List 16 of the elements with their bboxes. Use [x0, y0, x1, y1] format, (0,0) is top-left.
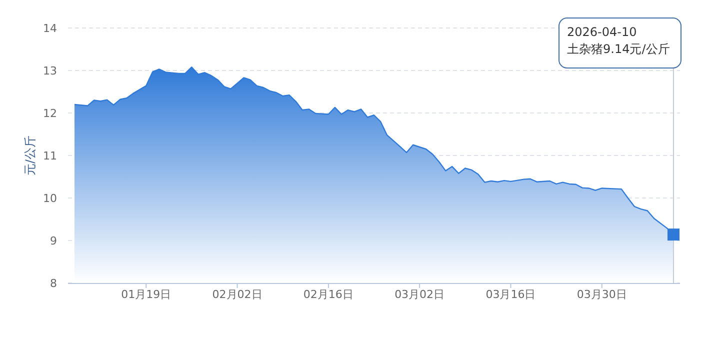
y-tick-label: 11 [43, 150, 57, 162]
y-tick-label: 10 [43, 192, 57, 205]
x-tick-label: 03月30日 [576, 288, 627, 301]
x-tick-label: 03月16日 [486, 288, 536, 301]
annotation: 2026-04-10 [567, 25, 637, 39]
y-tick-label: 8 [50, 277, 57, 290]
y-axis-title: 元/公斤 [23, 135, 37, 176]
annotation: 土杂猪9.14元/公斤 [567, 42, 670, 56]
x-tick-label: 02月02日 [212, 288, 262, 301]
x-tick-label: 03月02日 [394, 288, 445, 301]
x-tick-label: 01月19日 [121, 288, 172, 301]
y-tick-label: 9 [50, 234, 57, 248]
y-tick-label: 12 [43, 107, 57, 120]
y-tick-label: 13 [43, 64, 57, 78]
x-tick-label: 02月16日 [303, 288, 354, 301]
y-tick-label: 14 [43, 22, 57, 35]
